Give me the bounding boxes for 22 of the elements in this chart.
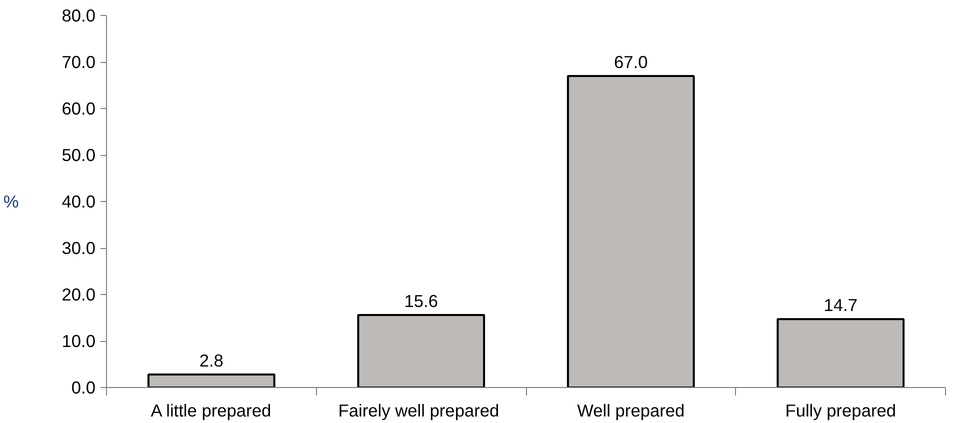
y-tick-label: 10.0 xyxy=(62,331,96,351)
y-tick-label: 80.0 xyxy=(62,6,96,26)
x-tick-label: Fully prepared xyxy=(785,400,896,420)
data-label: 14.7 xyxy=(824,295,858,316)
y-tick-label: 50.0 xyxy=(62,145,96,165)
y-tick-label: 30.0 xyxy=(62,238,96,258)
data-label: 2.8 xyxy=(199,350,224,370)
bar xyxy=(776,318,905,388)
y-tick-label: 40.0 xyxy=(62,192,96,212)
bar xyxy=(147,373,276,388)
bar xyxy=(357,314,486,388)
y-tick-label: 20.0 xyxy=(62,284,96,304)
y-axis-title: % xyxy=(3,192,19,212)
data-label: 67.0 xyxy=(614,52,648,72)
x-tick-label: Fairely well prepared xyxy=(338,400,500,420)
y-tick-label: 70.0 xyxy=(62,52,96,72)
x-tick-label: A little prepared xyxy=(150,400,272,420)
data-label: 15.6 xyxy=(404,290,438,311)
y-tick-label: 60.0 xyxy=(62,98,96,118)
bar xyxy=(566,74,695,388)
y-tick-label: 0.0 xyxy=(71,378,96,398)
x-tick-label: Well prepared xyxy=(577,400,685,420)
